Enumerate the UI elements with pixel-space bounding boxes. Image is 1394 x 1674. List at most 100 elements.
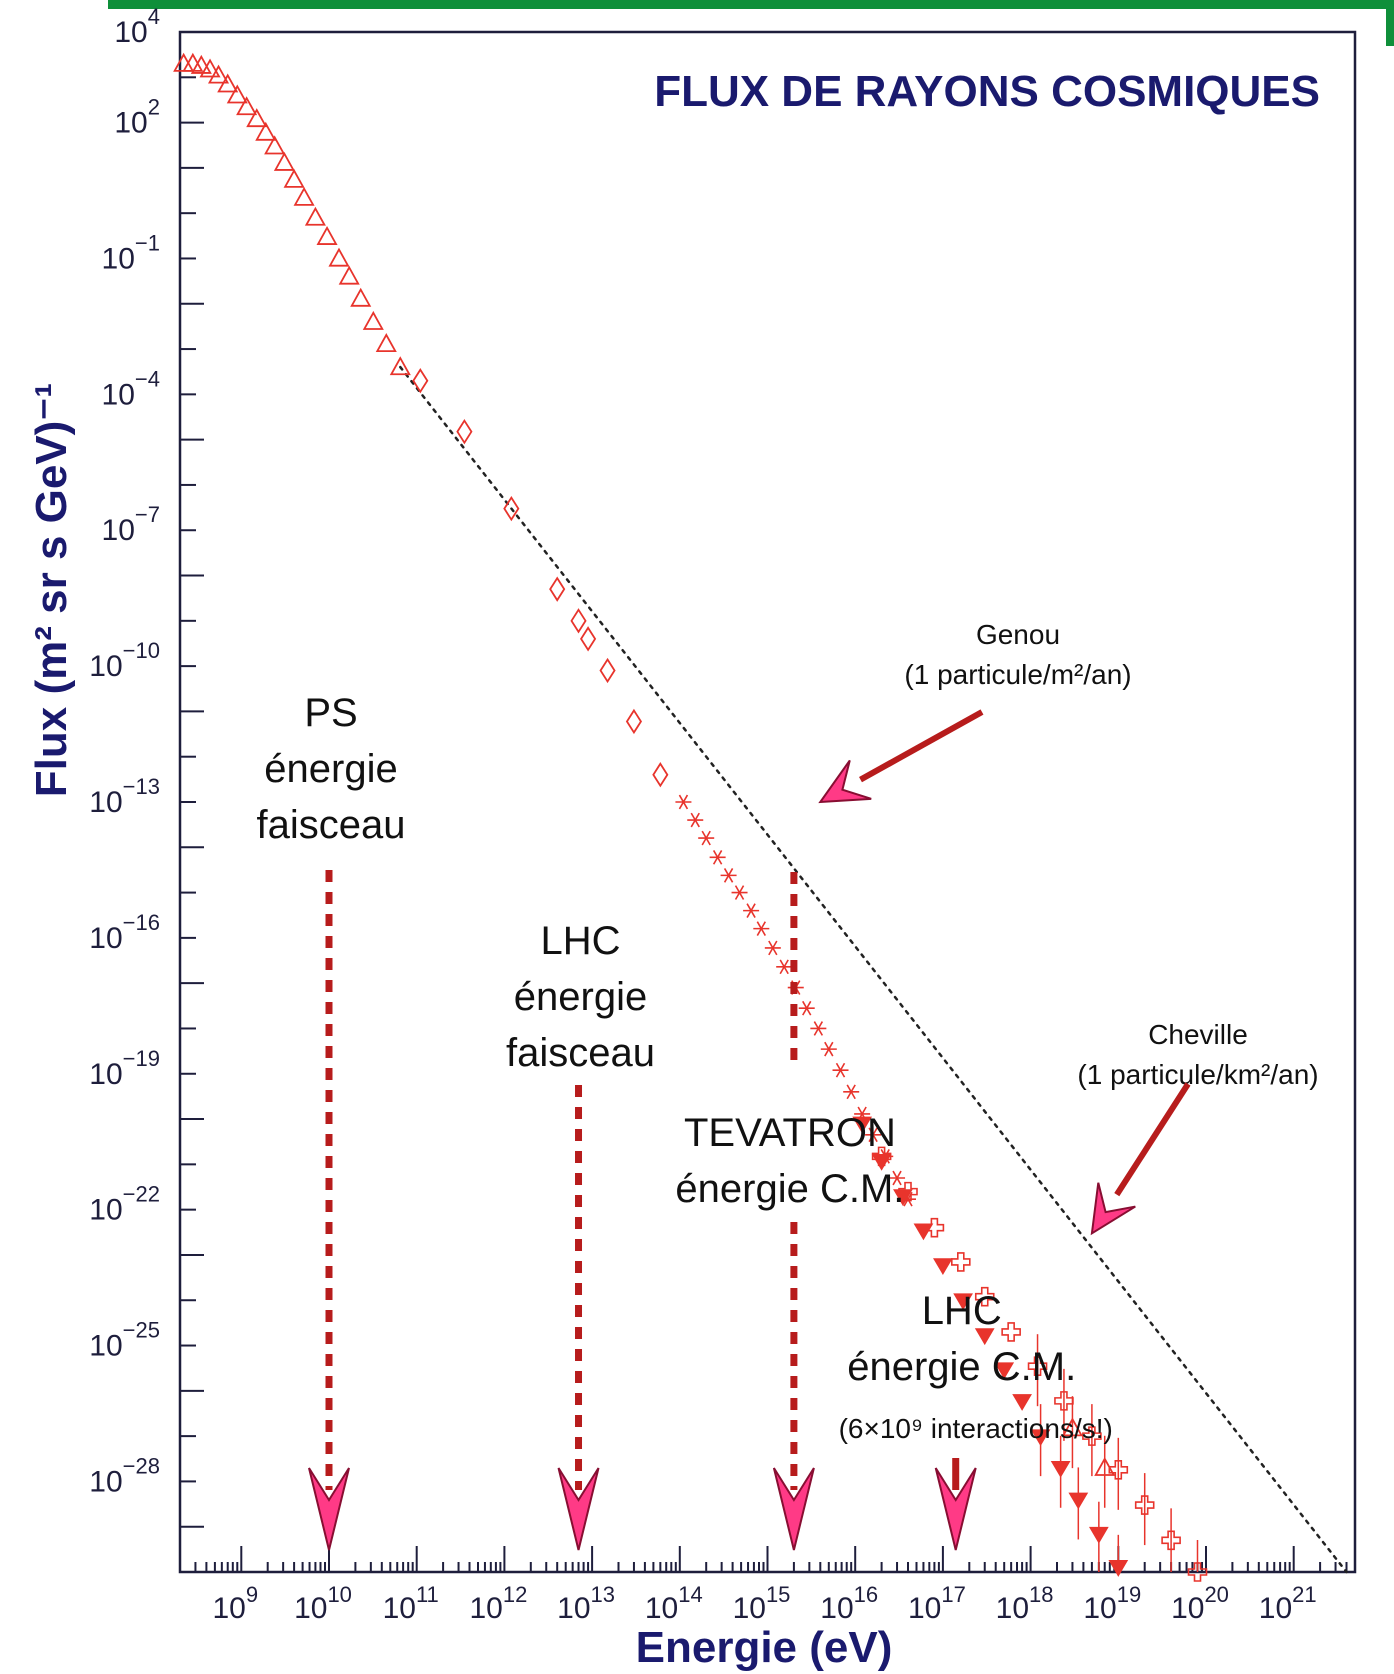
asterisk-stroke	[835, 1062, 846, 1078]
x-tick-label: 1020	[1171, 1582, 1229, 1625]
y-tick-label: 10−7	[102, 502, 160, 547]
data-point-cross	[1187, 1562, 1208, 1582]
y-tick-label: 10−28	[89, 1453, 160, 1498]
y-tick-label: 10−10	[89, 638, 160, 683]
asterisk-stroke	[701, 830, 711, 846]
y-axis-label: Flux (m² sr s GeV)⁻¹	[27, 383, 76, 797]
arrow-lhc-beam-head	[557, 1467, 600, 1551]
data-point-triangle	[375, 333, 397, 352]
data-point-asterisk	[698, 830, 715, 846]
callout-genou-sublabel: (1 particule/m²/an)	[904, 659, 1131, 690]
y-tick-label: 104	[114, 4, 160, 49]
cross-shape	[1134, 1495, 1155, 1515]
annotation-lhc-beam-line: LHC	[540, 919, 620, 963]
data-point-cross	[951, 1252, 971, 1272]
annotation-lhc-cm-note: (6×10⁹ interactions/s!)	[839, 1413, 1113, 1444]
data-point-asterisk	[776, 959, 793, 975]
y-tick-label: 10−16	[89, 910, 160, 955]
data-point-cross	[1161, 1530, 1181, 1551]
data-point-asterisk	[832, 1062, 849, 1078]
data-point-filled-triangle	[913, 1223, 934, 1241]
data-point-cross	[1027, 1356, 1048, 1376]
x-tick-label: 109	[212, 1582, 258, 1625]
data-point-triangle	[273, 151, 295, 171]
data-point-asterisk	[731, 885, 748, 900]
asterisk-stroke	[712, 850, 723, 865]
data-point-asterisk	[810, 1021, 827, 1036]
data-point-asterisk	[720, 868, 737, 883]
data-point-asterisk	[743, 903, 760, 918]
data-point-cross	[1082, 1426, 1102, 1446]
data-point-asterisk	[675, 794, 692, 810]
annotation-lhc-beam-line: énergie	[514, 975, 647, 1019]
asterisk-stroke	[768, 940, 778, 956]
data-point-triangle	[217, 73, 239, 93]
x-tick-label: 1010	[294, 1582, 352, 1625]
data-point-triangle	[362, 310, 384, 330]
x-tick-label: 1016	[820, 1582, 878, 1625]
data-point-triangle	[246, 108, 268, 128]
data-point-filled-triangle	[852, 1116, 873, 1134]
asterisk-stroke	[746, 903, 756, 918]
data-point-triangle	[226, 84, 248, 104]
data-points	[173, 52, 1208, 1582]
data-point-cross	[974, 1286, 995, 1307]
data-point-cross	[871, 1146, 892, 1167]
data-point-filled-triangle	[994, 1362, 1015, 1380]
data-point-triangle	[199, 58, 221, 78]
cross-shape	[1001, 1322, 1021, 1342]
x-tick-label: 1013	[557, 1582, 615, 1625]
asterisk-stroke	[756, 921, 767, 936]
asterisk-stroke	[846, 1084, 856, 1100]
arrow-lhc-cm-head	[934, 1467, 977, 1551]
data-point-diamond	[625, 708, 643, 735]
data-point-triangle	[283, 168, 305, 188]
callout-cheville-shaft	[1114, 1082, 1191, 1197]
data-point-asterisk	[798, 1000, 815, 1016]
x-axis-label: Energie (eV)	[636, 1623, 893, 1672]
asterisk-stroke	[868, 1127, 878, 1143]
data-point-filled-triangle	[933, 1258, 953, 1275]
x-tick-label: 1011	[383, 1582, 439, 1625]
data-point-triangle	[316, 226, 338, 245]
callout-genou-label: Genou	[976, 619, 1060, 650]
x-tick-label: 1021	[1259, 1582, 1317, 1625]
asterisk-stroke	[723, 868, 734, 883]
annotation-ps-line: PS	[304, 691, 357, 735]
cross-shape	[974, 1286, 995, 1307]
annotation-tevatron-line: énergie C.M.	[675, 1167, 904, 1211]
x-tick-label: 1019	[1083, 1582, 1141, 1625]
callout-cheville-head	[1090, 1182, 1136, 1236]
axis-ticks: 109 1010 1011 1012 1013 1014 1015 1016 1017 1018 1…	[89, 4, 1356, 1625]
y-tick-label: 10−4	[102, 366, 160, 411]
x-tick-label: 1015	[733, 1582, 791, 1625]
data-point-filled-triangle	[871, 1153, 892, 1171]
fit-line-layer	[399, 365, 1348, 1574]
callout-cheville-sublabel: (1 particule/km²/an)	[1077, 1059, 1318, 1090]
data-point-asterisk	[865, 1127, 882, 1143]
asterisk-stroke	[802, 1000, 812, 1016]
arrow-tevatron-head	[772, 1467, 815, 1551]
data-point-diamond	[549, 576, 566, 602]
data-point-filled-triangle	[1012, 1394, 1032, 1411]
plot-frame	[178, 30, 1357, 1574]
data-point-filled-triangle	[974, 1328, 995, 1346]
data-point-cross	[1001, 1322, 1021, 1342]
asterisk-stroke	[813, 1021, 824, 1036]
cross-shape	[951, 1252, 971, 1272]
data-point-triangle	[389, 356, 411, 376]
asterisk-stroke	[678, 794, 689, 810]
y-tick-label: 102	[114, 95, 160, 140]
data-point-triangle	[264, 135, 286, 155]
data-point-triangle	[328, 247, 350, 267]
data-point-cross	[898, 1181, 918, 1202]
data-point-diamond	[570, 608, 587, 634]
data-point-cross	[1054, 1391, 1074, 1411]
data-point-diamond	[580, 626, 597, 652]
callout-genou-head	[818, 759, 872, 804]
annotation-lhc-cm-line: LHC	[922, 1289, 1002, 1333]
data-point-diamond	[599, 657, 616, 684]
asterisk-stroke	[734, 885, 745, 900]
annotations: PS énergie faisceau LHC énergie faisceau TEVAT…	[257, 619, 1319, 1551]
